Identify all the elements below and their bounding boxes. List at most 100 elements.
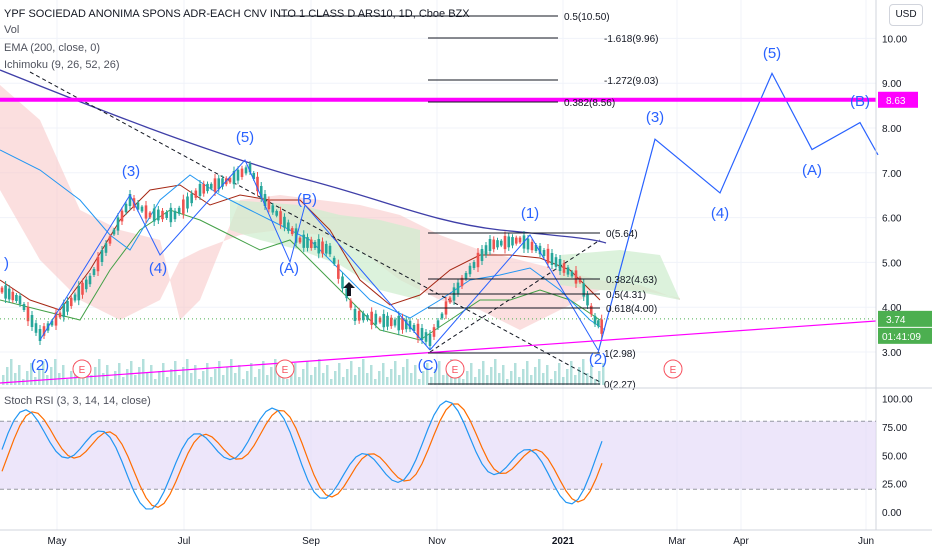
candle-body — [209, 183, 213, 189]
wave-label: (3) — [646, 109, 664, 126]
price-tick: 7.00 — [882, 169, 902, 180]
volume-bar — [386, 377, 389, 385]
event-marker-label: E — [79, 365, 86, 376]
currency-button[interactable]: USD — [889, 4, 923, 26]
volume-bar — [598, 371, 601, 385]
candle-body — [34, 323, 38, 333]
candle-body — [558, 259, 562, 271]
candle-body — [345, 288, 348, 299]
candle-body — [370, 311, 373, 325]
candle-body — [144, 205, 148, 219]
candle-body — [432, 327, 436, 337]
candle-body — [530, 241, 534, 251]
dashed-trendline — [29, 71, 601, 383]
volume-bar — [334, 371, 337, 385]
candle-body — [378, 317, 382, 323]
volume-bar — [2, 375, 5, 385]
candle-body — [324, 243, 328, 254]
wave-label: (C) — [418, 357, 439, 374]
candle-body — [554, 257, 558, 267]
candle-body — [586, 294, 589, 306]
level-tag-label: 8.63 — [886, 96, 906, 107]
candle-body — [248, 163, 252, 173]
volume-bar — [370, 365, 373, 385]
rsi-tick: 50.00 — [882, 451, 907, 462]
volume-bar — [550, 379, 553, 385]
volume-bar — [290, 371, 293, 385]
volume-bar — [546, 365, 549, 385]
wave-label: (B) — [297, 191, 317, 208]
candle-body — [518, 237, 522, 243]
time-axis-label: Mar — [668, 536, 686, 547]
volume-bar — [310, 375, 313, 385]
legend-ichimoku[interactable]: Ichimoku (9, 26, 52, 26) — [4, 59, 120, 71]
volume-bar — [350, 361, 353, 385]
candle-body — [401, 317, 404, 330]
candle-body — [206, 183, 209, 192]
volume-bar — [358, 367, 361, 385]
time-axis-label: Nov — [428, 536, 446, 547]
candle-body — [26, 306, 30, 322]
volume-bar — [154, 379, 157, 385]
volume-bar — [190, 373, 193, 385]
kijun-line — [0, 184, 601, 311]
rsi-tick: 25.00 — [882, 480, 907, 491]
volume-bar — [362, 359, 365, 385]
candle-body — [213, 178, 217, 192]
volume-bar — [466, 371, 469, 385]
candle-body — [62, 304, 66, 318]
price-tick: 3.00 — [882, 348, 902, 359]
volume-bar — [602, 363, 605, 385]
volume-bar — [306, 361, 309, 385]
candle-body — [480, 249, 484, 261]
candle-body — [476, 252, 480, 268]
volume-bar — [298, 377, 301, 385]
candle-body — [283, 216, 286, 228]
time-axis-label: May — [48, 536, 67, 547]
candle-body — [190, 193, 193, 204]
volume-bar — [182, 367, 185, 385]
event-marker-label: E — [282, 365, 289, 376]
candle-body — [140, 206, 144, 212]
price-tick: 6.00 — [882, 214, 902, 225]
volume-bar — [226, 367, 229, 385]
candle-body — [161, 210, 164, 220]
volume-bar — [590, 365, 593, 385]
candle-body — [194, 190, 198, 198]
rsi-title[interactable]: Stoch RSI (3, 3, 14, 14, close) — [4, 395, 151, 407]
volume-bar — [502, 365, 505, 385]
candle-body — [488, 239, 492, 251]
candle-body — [597, 320, 600, 327]
candle-body — [108, 236, 112, 244]
wave-label: (5) — [763, 45, 781, 62]
chikou-line — [0, 209, 601, 341]
legend-vol[interactable]: Vol — [4, 24, 20, 36]
candle-body — [496, 240, 499, 248]
volume-bar — [526, 361, 529, 385]
candle-body — [4, 285, 7, 299]
volume-bar — [514, 363, 517, 385]
volume-bar — [530, 375, 533, 385]
volume-bar — [506, 379, 509, 385]
candle-body — [366, 315, 369, 320]
volume-bar — [346, 369, 349, 385]
volume-bar — [138, 367, 141, 385]
time-axis-label: Jun — [858, 536, 874, 547]
volume-bar — [90, 375, 93, 385]
candle-body — [15, 295, 18, 301]
volume-bar — [294, 363, 297, 385]
volume-bar — [326, 365, 329, 385]
candle-body — [232, 171, 236, 185]
volume-bar — [202, 371, 205, 385]
candle-body — [259, 186, 263, 198]
volume-bar — [246, 371, 249, 385]
candle-body — [542, 250, 546, 256]
candle-body — [42, 326, 46, 336]
legend-ema[interactable]: EMA (200, close, 0) — [4, 42, 100, 54]
volume-bar — [242, 379, 245, 385]
candle-body — [582, 283, 586, 297]
wave-label-partial: ) — [4, 255, 9, 272]
candle-body — [456, 282, 460, 294]
volume-bar — [142, 359, 145, 385]
